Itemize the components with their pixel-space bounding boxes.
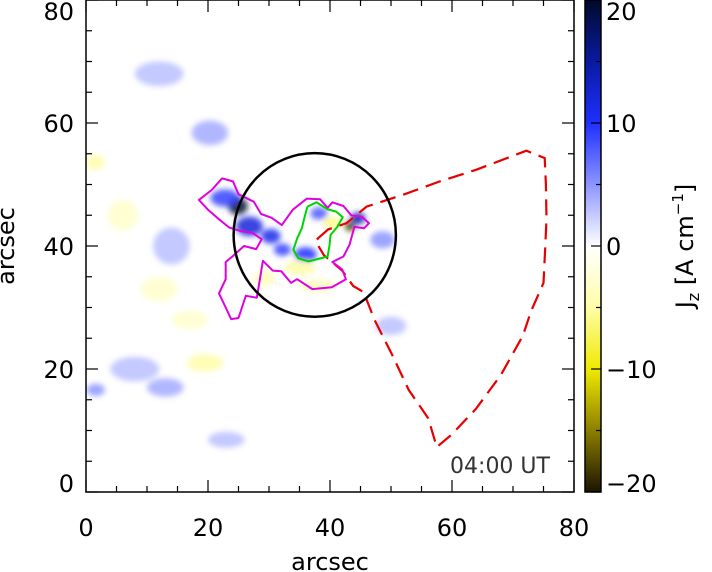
x-tick-label: 0 [78,514,93,542]
current-density-patch [208,431,245,448]
colorbar-label-exp: −1 [669,193,687,215]
current-density-patch [323,216,341,229]
current-density-patch [171,310,208,330]
current-density-patch [261,228,281,244]
y-tick-label: 40 [43,233,74,261]
contour-1 [197,177,370,321]
current-density-patch [370,231,395,249]
colorbar-ticks: 20 10 0 −10 −20 [591,0,657,498]
fov-circle [232,151,398,318]
y-axis-label: arcsec [0,207,20,285]
colorbar-tick-label: 20 [606,0,637,26]
colorbar-label-close: ] [671,184,699,193]
current-density-patch [284,260,316,275]
colorbar-tick-label: −10 [606,356,657,384]
colorbar-label-sub: z [684,293,703,301]
plot-area: 0 20 40 60 80 0 20 40 60 80 [43,0,589,542]
current-density-patch [310,207,328,220]
colorbar-label-unit: [A cm [671,215,699,293]
dashed-region-outline [314,149,548,450]
current-density-map [86,61,407,448]
current-density-patch [86,154,105,170]
current-density-patch [186,354,224,372]
colorbar-tick-label: −20 [606,470,657,498]
current-density-patch [107,199,138,231]
x-tick-label: 40 [315,514,346,542]
colorbar-tick-label: 10 [606,110,637,138]
y-axis-ticks: 0 20 40 60 80 [43,0,574,498]
current-density-patch [134,61,184,87]
contour-2 [292,201,344,263]
current-density-patch [253,269,276,286]
x-tick-label: 20 [193,514,224,542]
current-density-patch [191,120,229,146]
x-axis-ticks: 0 20 40 60 80 [78,0,589,542]
y-tick-label: 0 [59,470,74,498]
time-annotation: 04:00 UT [450,454,550,479]
x-tick-label: 80 [559,514,590,542]
x-tick-label: 60 [437,514,468,542]
colorbar-label-main: J [671,301,699,310]
y-tick-label: 60 [43,110,74,138]
current-density-patch [86,383,105,397]
current-density-patch [140,276,178,302]
current-density-patch [210,189,240,207]
y-tick-label: 80 [43,0,74,26]
current-density-patch [147,378,184,397]
current-density-patch [110,356,160,382]
y-tick-label: 20 [43,356,74,384]
current-density-patch [153,227,190,265]
current-density-patch [375,316,407,336]
current-density-patch [299,279,337,293]
contour-layer [197,149,548,450]
x-axis-label: arcsec [291,548,369,572]
colorbar: 20 10 0 −10 −20 Jz [A cm−1] [584,0,703,498]
current-density-patch [273,243,291,256]
colorbar-tick-label: 0 [606,233,621,261]
colorbar-label: Jz [A cm−1] [669,184,703,311]
